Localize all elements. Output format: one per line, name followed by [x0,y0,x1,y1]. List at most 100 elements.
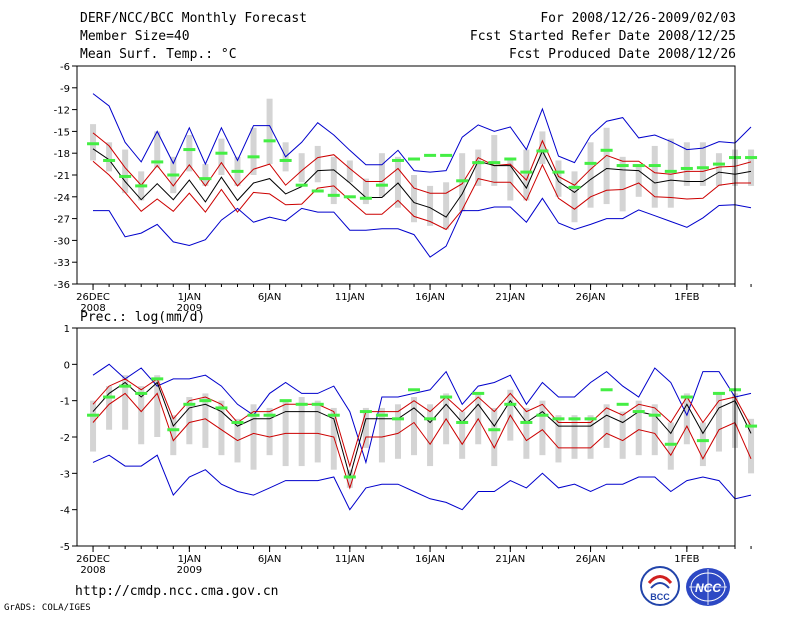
obs-marker [183,148,196,152]
x-tick-label: 26JAN [576,554,606,565]
ensemble-box [635,164,642,197]
x-tick-label: 6JAN [258,292,281,303]
x-tick-label: 21JAN [495,554,525,565]
obs-marker [584,417,597,421]
ensemble-box [683,142,690,186]
ensemble-box [523,149,530,201]
ensemble-box [491,135,498,186]
obs-marker [568,185,581,189]
ensemble-box [298,397,305,467]
obs-marker [375,413,388,417]
obs-marker [183,402,196,406]
obs-marker [87,413,100,417]
obs-marker [391,417,404,421]
obs-marker [520,420,533,424]
y-tick-label: -36 [54,280,70,291]
ensemble-box [555,415,562,463]
ncc-logo-text: NCC [695,581,721,595]
series-min-line [92,454,752,511]
ensemble-box [170,415,177,456]
ensemble-box [250,127,257,175]
ensemble-box [106,386,113,430]
ensemble-box [748,418,755,474]
member-size-label: Member Size=40 [80,29,190,44]
obs-marker [231,420,244,424]
ensemble-box [154,131,161,168]
obs-marker [167,428,180,432]
y-tick-label: -4 [60,506,70,517]
chart-title: DERF/NCC/BCC Monthly Forecast [80,11,307,26]
ncc-logo: NCC [686,568,730,606]
ensemble-box [330,407,337,470]
x-tick-label: 21JAN [495,292,525,303]
ensemble-box [651,145,658,208]
y-tick-label: -27 [54,215,70,226]
obs-marker [504,402,517,406]
obs-marker [247,413,260,417]
obs-marker [119,384,132,388]
obs-marker [279,158,292,162]
series-spread_lower-line [92,160,751,231]
ensemble-box [346,160,353,183]
y-tick-label: -9 [60,84,70,95]
ensemble-box [394,156,401,208]
x-tick-label: 6JAN [258,554,281,565]
x-tick-label: 16JAN [415,554,445,565]
obs-marker [584,161,597,165]
ensemble-box [346,469,353,488]
ensemble-box [667,138,674,208]
obs-marker [119,174,132,178]
obs-marker [536,413,549,417]
obs-marker [263,413,276,417]
obs-marker [520,170,533,174]
ensemble-box [459,411,466,459]
ensemble-box [523,407,530,459]
obs-marker [632,410,645,414]
obs-marker [408,157,421,161]
obs-marker [680,395,693,399]
ensemble-box [202,393,209,448]
obs-marker [135,391,148,395]
ensemble-box [411,397,418,456]
y-tick-label: -2 [60,433,70,444]
ensemble-box [491,407,498,467]
y-tick-label: -30 [54,236,70,247]
ensemble-box [411,175,418,223]
ensemble-box [266,98,273,165]
obs-marker [343,195,356,199]
y-tick-label: -15 [54,127,70,138]
obs-marker [664,442,677,446]
obs-marker [87,142,100,146]
ensemble-box [427,185,434,226]
obs-marker [745,156,758,160]
ensemble-box [667,422,674,470]
obs-marker [247,155,260,159]
obs-marker [359,410,372,414]
x-tick-label: 1JAN [178,292,201,303]
obs-marker [680,166,693,170]
obs-marker [648,164,661,168]
y-tick-label: -5 [60,542,70,553]
ensemble-box [330,156,337,205]
ensemble-box [699,422,706,467]
x-tick-year-label: 2009 [177,565,202,576]
ensemble-box [186,135,193,172]
bcc-logo-text: BCC [650,592,670,602]
obs-marker [712,391,725,395]
obs-marker [343,475,356,479]
x-tick-year-label: 2009 [177,303,202,314]
obs-marker [632,164,645,168]
ensemble-box [587,142,594,208]
obs-marker [696,166,709,170]
obs-marker [375,183,388,187]
ensemble-box [651,404,658,456]
y-tick-label: -24 [54,193,70,204]
obs-marker [424,417,437,421]
forecast-start-date: Fcst Started Refer Date 2008/12/25 [469,29,736,44]
obs-marker [568,417,581,421]
ensemble-box [571,171,578,223]
obs-marker [135,184,148,188]
ensemble-box [555,160,562,197]
obs-marker [424,153,437,157]
